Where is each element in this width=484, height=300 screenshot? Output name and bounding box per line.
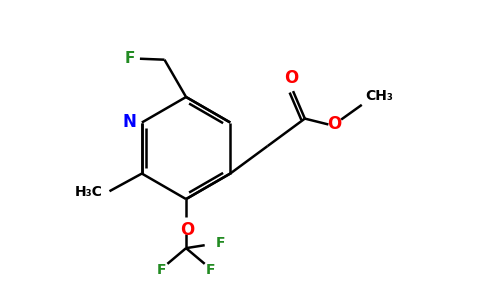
Text: O: O xyxy=(284,69,298,87)
Text: CH₃: CH₃ xyxy=(366,89,393,103)
Text: F: F xyxy=(157,263,166,277)
Text: O: O xyxy=(327,116,341,134)
Text: F: F xyxy=(206,263,215,277)
Text: O: O xyxy=(180,221,194,239)
Text: F: F xyxy=(215,236,225,250)
Text: H₃C: H₃C xyxy=(75,185,103,199)
Text: N: N xyxy=(122,112,136,130)
Text: F: F xyxy=(125,51,135,66)
